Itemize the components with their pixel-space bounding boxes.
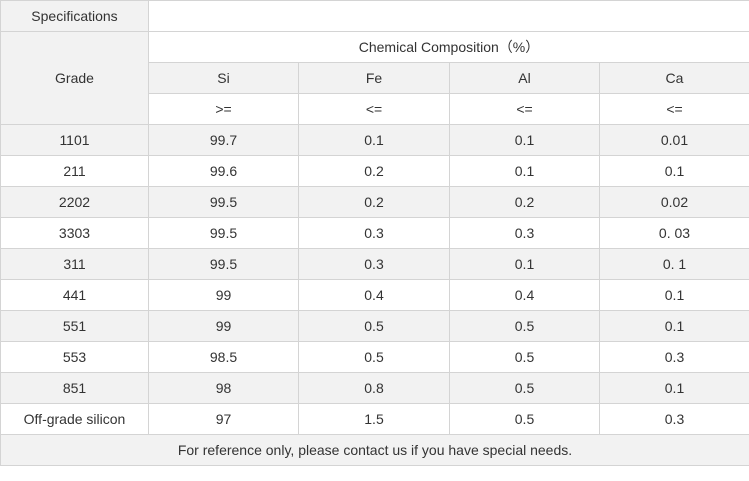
ca-cell: 0.3 — [599, 341, 749, 373]
specifications-label: Specifications — [0, 0, 149, 32]
table-row: 1101 99.7 0.1 0.1 0.01 — [0, 124, 749, 156]
footer-row: For reference only, please contact us if… — [0, 434, 749, 466]
limit-si: >= — [148, 93, 299, 125]
fe-cell: 0.2 — [298, 186, 450, 218]
element-header-al: Al — [449, 62, 600, 94]
si-cell: 99.5 — [148, 186, 299, 218]
specifications-empty-cell — [148, 0, 749, 32]
al-cell: 0.2 — [449, 186, 600, 218]
table-row: 311 99.5 0.3 0.1 0. 1 — [0, 248, 749, 280]
ca-cell: 0.1 — [599, 279, 749, 311]
grade-cell: 1101 — [0, 124, 149, 156]
limit-row: >= <= <= <= — [1, 93, 749, 125]
fe-cell: 1.5 — [298, 403, 450, 435]
chemical-composition-header: Chemical Composition（%） — [148, 31, 749, 63]
table-row: 551 99 0.5 0.5 0.1 — [0, 310, 749, 342]
al-cell: 0.5 — [449, 372, 600, 404]
grade-cell: 211 — [0, 155, 149, 187]
al-cell: 0.3 — [449, 217, 600, 249]
fe-cell: 0.3 — [298, 248, 450, 280]
ca-cell: 0.02 — [599, 186, 749, 218]
al-cell: 0.1 — [449, 248, 600, 280]
ca-cell: 0.1 — [599, 155, 749, 187]
reference-note: For reference only, please contact us if… — [0, 434, 749, 466]
fe-cell: 0.4 — [298, 279, 450, 311]
ca-cell: 0.1 — [599, 372, 749, 404]
al-cell: 0.5 — [449, 341, 600, 373]
grade-header: Grade — [0, 31, 149, 125]
si-cell: 99.5 — [148, 248, 299, 280]
table-row: Off-grade silicon 97 1.5 0.5 0.3 — [0, 403, 749, 435]
al-cell: 0.1 — [449, 155, 600, 187]
table-title-row: Specifications — [0, 0, 749, 32]
fe-cell: 0.1 — [298, 124, 450, 156]
limit-al: <= — [449, 93, 600, 125]
table-row: 211 99.6 0.2 0.1 0.1 — [0, 155, 749, 187]
al-cell: 0.5 — [449, 403, 600, 435]
al-cell: 0.1 — [449, 124, 600, 156]
table-row: 553 98.5 0.5 0.5 0.3 — [0, 341, 749, 373]
grade-cell: Off-grade silicon — [0, 403, 149, 435]
si-cell: 98.5 — [148, 341, 299, 373]
al-cell: 0.4 — [449, 279, 600, 311]
table-row: 441 99 0.4 0.4 0.1 — [0, 279, 749, 311]
table-row: 851 98 0.8 0.5 0.1 — [0, 372, 749, 404]
table-header-row: Grade Chemical Composition（%） — [0, 31, 749, 125]
limit-fe: <= — [298, 93, 450, 125]
specification-table: Specifications Grade Chemical Compositio… — [0, 0, 749, 466]
ca-cell: 0.3 — [599, 403, 749, 435]
grade-cell: 2202 — [0, 186, 149, 218]
fe-cell: 0.5 — [298, 341, 450, 373]
grade-cell: 311 — [0, 248, 149, 280]
si-cell: 99 — [148, 279, 299, 311]
fe-cell: 0.8 — [298, 372, 450, 404]
si-cell: 99.6 — [148, 155, 299, 187]
al-cell: 0.5 — [449, 310, 600, 342]
ca-cell: 0. 03 — [599, 217, 749, 249]
ca-cell: 0. 1 — [599, 248, 749, 280]
ca-cell: 0.01 — [599, 124, 749, 156]
si-cell: 97 — [148, 403, 299, 435]
fe-cell: 0.5 — [298, 310, 450, 342]
grade-cell: 553 — [0, 341, 149, 373]
si-cell: 98 — [148, 372, 299, 404]
si-cell: 99.5 — [148, 217, 299, 249]
si-cell: 99 — [148, 310, 299, 342]
element-header-row: Si Fe Al Ca — [1, 62, 749, 94]
si-cell: 99.7 — [148, 124, 299, 156]
element-header-ca: Ca — [599, 62, 749, 94]
fe-cell: 0.2 — [298, 155, 450, 187]
element-header-si: Si — [148, 62, 299, 94]
fe-cell: 0.3 — [298, 217, 450, 249]
table-row: 3303 99.5 0.3 0.3 0. 03 — [0, 217, 749, 249]
grade-cell: 441 — [0, 279, 149, 311]
limit-ca: <= — [599, 93, 749, 125]
grade-cell: 551 — [0, 310, 149, 342]
grade-cell: 3303 — [0, 217, 149, 249]
table-row: 2202 99.5 0.2 0.2 0.02 — [0, 186, 749, 218]
element-header-fe: Fe — [298, 62, 450, 94]
ca-cell: 0.1 — [599, 310, 749, 342]
grade-cell: 851 — [0, 372, 149, 404]
